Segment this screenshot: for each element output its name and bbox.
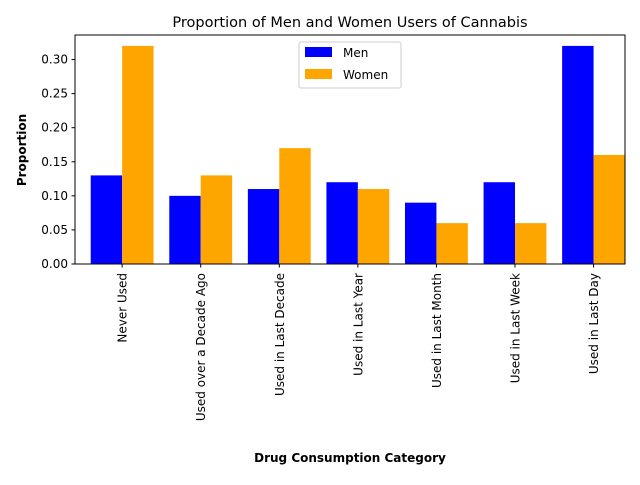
x-axis-ticks: Never Used Used over a Decade Ago Used in … <box>116 264 601 421</box>
bar-women-used-in-last-year <box>357 189 390 264</box>
bar-women-never-used <box>122 45 154 265</box>
y-axis-label: Proportion <box>15 114 29 186</box>
y-tick-label: 0.15 <box>41 155 68 169</box>
x-tick-label-used-in-last-year: Used in Last Year <box>351 273 365 376</box>
y-tick-label: 0.20 <box>41 121 68 135</box>
legend-swatch-men <box>305 47 332 57</box>
x-tick-label-never-used: Never Used <box>116 273 130 343</box>
bar-men-never-used <box>90 175 123 264</box>
y-tick-label: 0.25 <box>41 87 68 101</box>
y-tick-label: 0.10 <box>41 189 68 203</box>
x-axis-label: Drug Consumption Category <box>254 451 446 465</box>
x-tick-label-used-in-last-week: Used in Last Week <box>509 273 523 383</box>
bar-women-used-over-a-decade-ago <box>200 175 233 264</box>
legend: Men Women <box>298 41 402 89</box>
x-tick-label-used-over-a-decade-ago: Used over a Decade Ago <box>194 273 208 421</box>
plot-frame <box>74 34 626 265</box>
x-tick-label-used-in-last-decade: Used in Last Decade <box>273 273 287 396</box>
bar-men-used-in-last-year <box>326 182 358 264</box>
bar-women-used-in-last-month <box>436 223 468 264</box>
bar-women-used-in-last-decade <box>279 148 311 264</box>
legend-label-women: Women <box>343 68 388 82</box>
y-tick-label: 0.30 <box>41 53 68 67</box>
y-axis-ticks: 0.00 0.05 0.10 0.15 0.20 0.25 0.30 <box>41 53 75 271</box>
legend-swatch-women <box>305 69 332 79</box>
bar-men-used-in-last-day <box>562 45 594 265</box>
x-tick-label-used-in-last-day: Used in Last Day <box>587 273 601 374</box>
bar-women-used-in-last-day <box>593 154 625 264</box>
bar-men-used-in-last-week <box>483 182 515 264</box>
chart-title: Proportion of Men and Women Users of Can… <box>172 15 527 31</box>
y-tick-label: 0.05 <box>41 223 68 237</box>
bar-men-used-in-last-decade <box>247 189 280 264</box>
bars-layer <box>90 45 625 265</box>
x-tick-label-used-in-last-month: Used in Last Month <box>430 273 444 388</box>
legend-label-men: Men <box>343 46 368 60</box>
y-tick-label: 0.00 <box>41 257 68 271</box>
bar-women-used-in-last-week <box>515 223 547 264</box>
bar-men-used-in-last-month <box>405 202 437 264</box>
bar-men-used-over-a-decade-ago <box>169 195 201 264</box>
